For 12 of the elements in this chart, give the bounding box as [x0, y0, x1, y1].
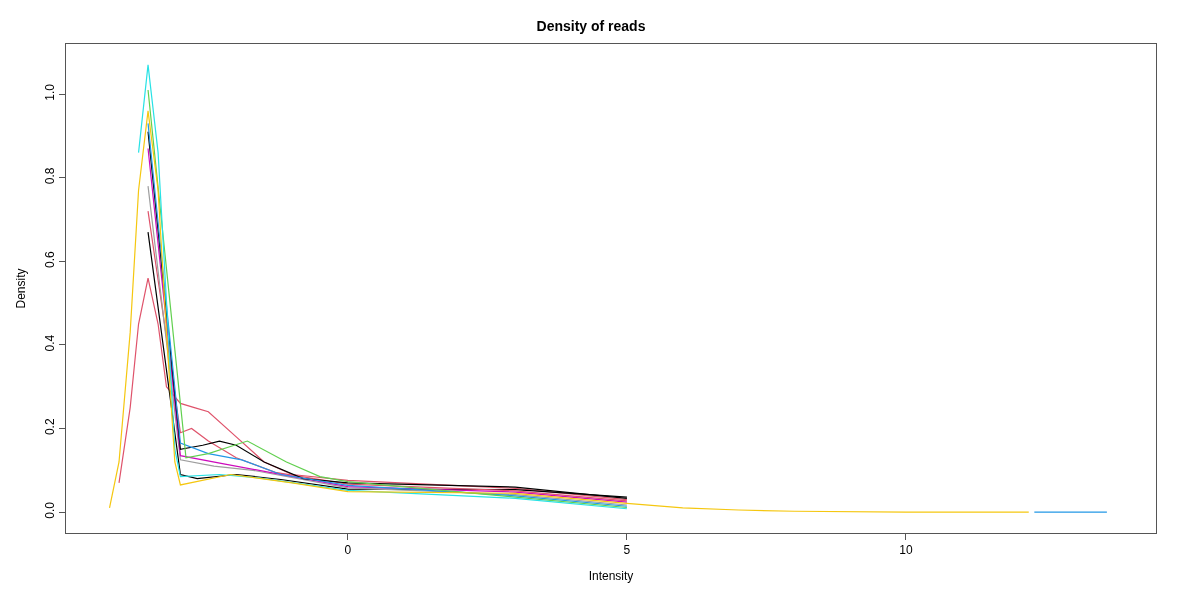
y-tick-label: 0.0 [43, 501, 58, 519]
y-tick-label: 0.6 [43, 250, 58, 268]
x-tick-label: 5 [623, 543, 631, 558]
x-tick-label: 0 [344, 543, 352, 558]
y-tick-label: 1.0 [43, 83, 58, 101]
y-tick-label: 0.2 [43, 418, 58, 436]
x-axis-title: Intensity [588, 569, 634, 584]
y-tick-label: 0.4 [43, 334, 58, 352]
y-tick-label: 0.8 [43, 167, 58, 185]
y-axis-title: Density [13, 268, 28, 309]
chart-title: Density of reads [536, 17, 646, 34]
x-tick-label: 10 [899, 543, 913, 558]
